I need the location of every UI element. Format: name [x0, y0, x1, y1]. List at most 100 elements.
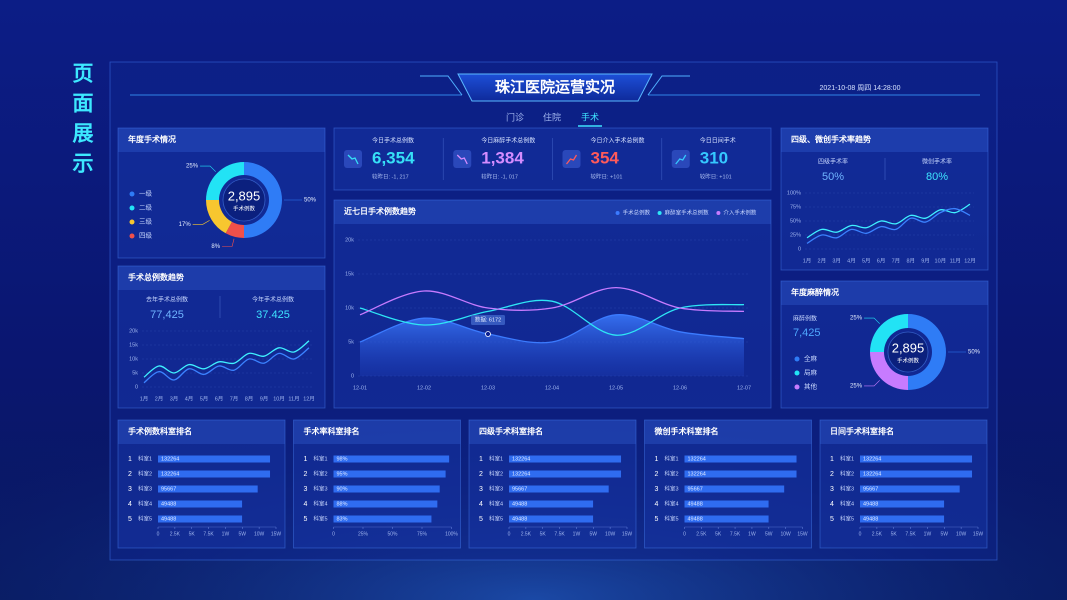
panel-header [820, 420, 987, 444]
x-tick-label: 2.5K [872, 531, 883, 537]
row-label: 科室5 [314, 514, 328, 522]
rank: 5 [830, 516, 834, 523]
y-tick-label: 10k [345, 305, 354, 311]
kpi-change: 较昨日: +101 [700, 172, 732, 180]
title-plate [457, 73, 653, 102]
rank: 2 [830, 471, 834, 478]
x-tick-label: 2.5K [521, 531, 532, 537]
y-tick-label: 5k [348, 339, 354, 345]
panel [117, 127, 326, 259]
legend-swatch [716, 211, 721, 215]
x-tick-label: 12-01 [353, 385, 367, 391]
x-tick-label: 5K [715, 531, 722, 537]
panel [468, 419, 637, 549]
legend-label: 局麻 [804, 368, 818, 377]
bar-value: 132264 [512, 456, 530, 462]
x-tick-label: 4月 [185, 395, 194, 402]
y-tick-label: 10k [129, 356, 138, 362]
x-tick-label: 15W [271, 531, 282, 537]
bar-value: 49488 [512, 516, 527, 522]
panel [333, 199, 772, 409]
tooltip-point [485, 331, 491, 337]
legend-label: 一级 [139, 189, 153, 198]
row-label: 科室5 [665, 514, 679, 522]
legend-label: 二级 [139, 203, 153, 212]
stat-label: 微创手术率 [922, 158, 952, 166]
tab[interactable]: 门诊 [506, 111, 524, 122]
stat-label: 去年手术总例数 [146, 296, 188, 304]
x-tick-label: 10W [605, 531, 616, 537]
tab[interactable]: 手术 [581, 111, 599, 122]
bar [158, 485, 258, 493]
bar [684, 500, 769, 508]
bar-value: 49488 [688, 501, 703, 507]
x-tick-label: 5月 [200, 395, 209, 402]
rank: 4 [304, 501, 308, 508]
rank: 2 [479, 471, 483, 478]
bar [684, 485, 785, 493]
row-label: 科室4 [840, 499, 854, 507]
bar-value: 49488 [688, 516, 703, 522]
bar-value: 90% [337, 486, 348, 492]
bar-value: 95% [337, 471, 348, 477]
rank: 1 [479, 456, 483, 463]
row-label: 科室2 [489, 469, 503, 477]
bar-value: 132264 [863, 456, 881, 462]
kpi-value: 1,384 [481, 148, 524, 167]
panel-title: 手术率科室排名 [304, 426, 360, 436]
slice-label: 8% [211, 244, 220, 250]
side-label: 页面展示 [70, 62, 93, 182]
y-tick-label: 15k [129, 342, 138, 348]
x-tick-label: 12月 [964, 257, 976, 264]
row-label: 科室3 [489, 484, 503, 492]
x-tick-label: 5K [540, 531, 547, 537]
x-tick-label: 7.5K [554, 531, 565, 537]
stat-value: 77,425 [150, 309, 184, 321]
slice-label: 25% [850, 316, 863, 322]
line [143, 340, 310, 378]
bar-value: 132264 [512, 471, 530, 477]
bar [158, 515, 243, 523]
rank: 3 [128, 486, 132, 493]
panel-title: 日间手术科室排名 [830, 426, 894, 436]
rank: 2 [304, 471, 308, 478]
bar [860, 455, 973, 463]
x-tick-label: 5W [239, 531, 247, 537]
bar [158, 455, 271, 463]
x-tick-label: 11月 [288, 395, 299, 402]
y-tick-label: 0 [135, 384, 138, 390]
x-tick-label: 10W [254, 531, 265, 537]
kpi-value: 6,354 [372, 148, 415, 167]
x-tick-label: 7月 [892, 257, 901, 264]
x-tick-label: 1月 [140, 395, 149, 402]
panel [780, 127, 989, 271]
x-tick-label: 11月 [950, 257, 961, 264]
row-label: 科室3 [665, 484, 679, 492]
x-tick-label: 0 [859, 531, 862, 537]
leader-line [222, 238, 235, 247]
line [806, 207, 971, 244]
slice-label: 25% [186, 164, 199, 170]
area [360, 314, 744, 376]
panel [117, 265, 326, 409]
bar [509, 455, 622, 463]
kpi-label: 今日麻醉手术总例数 [481, 137, 535, 145]
panel-title: 年度麻醉情况 [791, 287, 839, 297]
row-label: 科室4 [138, 499, 152, 507]
legend-swatch [794, 370, 800, 376]
row-label: 科室1 [314, 454, 328, 462]
tab[interactable]: 住院 [543, 111, 561, 122]
rank: 3 [479, 486, 483, 493]
bar [860, 470, 973, 478]
row-label: 科室3 [138, 484, 152, 492]
page-title: 珠江医院运营实况 [495, 78, 615, 96]
kpi-change: 较昨日: -1, 217 [372, 172, 409, 180]
x-tick-label: 8月 [245, 395, 254, 402]
legend-swatch [129, 191, 135, 197]
x-tick-label: 5月 [862, 257, 871, 264]
panel-header [118, 420, 285, 444]
row-label: 科室5 [138, 514, 152, 522]
x-tick-label: 15W [797, 531, 808, 537]
x-tick-label: 7.5K [203, 531, 214, 537]
